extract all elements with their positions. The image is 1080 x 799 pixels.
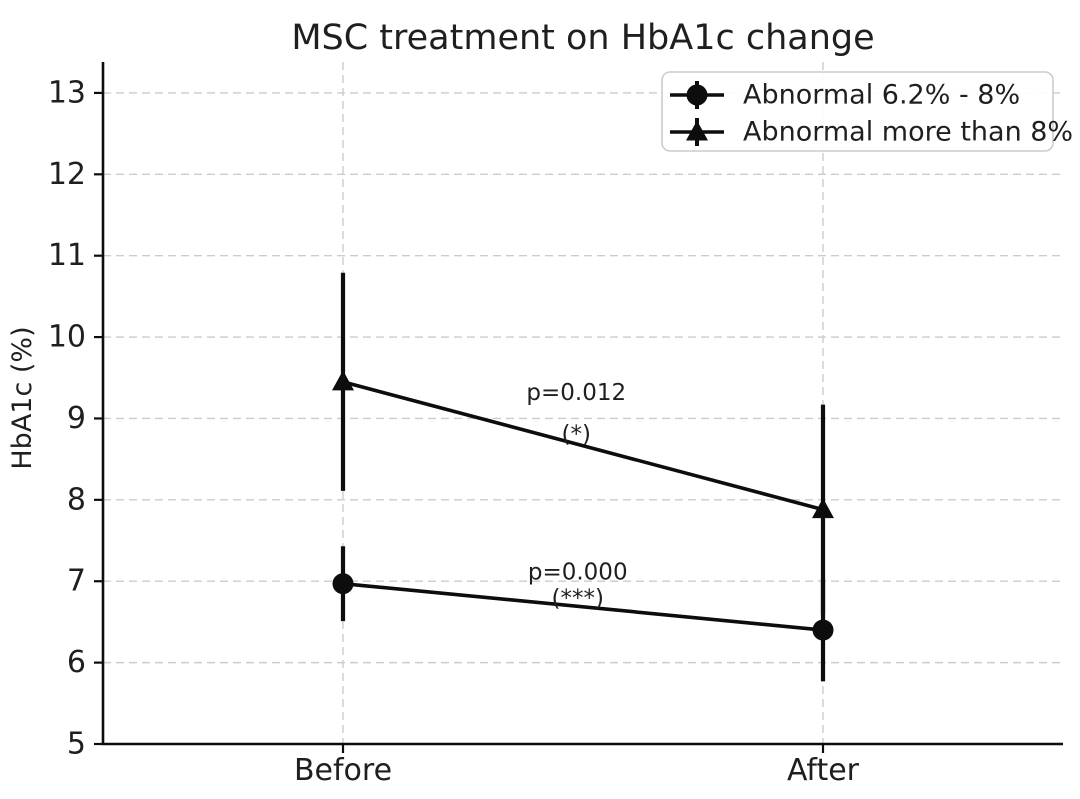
y-tick-label: 10 bbox=[48, 320, 86, 355]
y-tick-label: 13 bbox=[48, 75, 86, 110]
circle-marker bbox=[332, 573, 354, 595]
legend-label: Abnormal more than 8% bbox=[743, 117, 1073, 148]
circle-marker bbox=[812, 619, 834, 641]
legend-box bbox=[661, 71, 1054, 152]
chart-title: MSC treatment on HbA1c change bbox=[291, 18, 874, 58]
triangle-marker bbox=[332, 370, 354, 391]
y-tick-label: 11 bbox=[48, 238, 86, 273]
x-tick-label: Before bbox=[294, 753, 392, 788]
legend-label: Abnormal 6.2% - 8% bbox=[743, 80, 1020, 111]
triangle-marker bbox=[812, 498, 834, 519]
y-tick-label: 12 bbox=[48, 157, 86, 192]
legend-circle-marker bbox=[686, 84, 708, 106]
y-tick-label: 9 bbox=[67, 401, 86, 436]
series-line bbox=[342, 380, 824, 512]
p-value-annotation: p=0.012 bbox=[526, 380, 626, 406]
series-line bbox=[342, 581, 824, 632]
p-value-annotation: p=0.000 bbox=[528, 559, 628, 585]
significance-annotation: (***) bbox=[551, 585, 603, 611]
y-tick-label: 6 bbox=[67, 645, 86, 680]
plot-area: 5 6 7 8 9 10 11 12 13 Before After p=0.012 (*) p=0.00… bbox=[48, 62, 1073, 788]
legend-triangle-marker bbox=[686, 120, 708, 141]
x-tick-label: After bbox=[787, 753, 860, 788]
significance-annotation: (*) bbox=[562, 422, 591, 448]
y-tick-label: 7 bbox=[67, 564, 86, 599]
y-tick-label: 8 bbox=[67, 482, 86, 517]
y-axis-label: HbA1c (%) bbox=[7, 326, 38, 469]
y-tick-label: 5 bbox=[67, 727, 86, 762]
